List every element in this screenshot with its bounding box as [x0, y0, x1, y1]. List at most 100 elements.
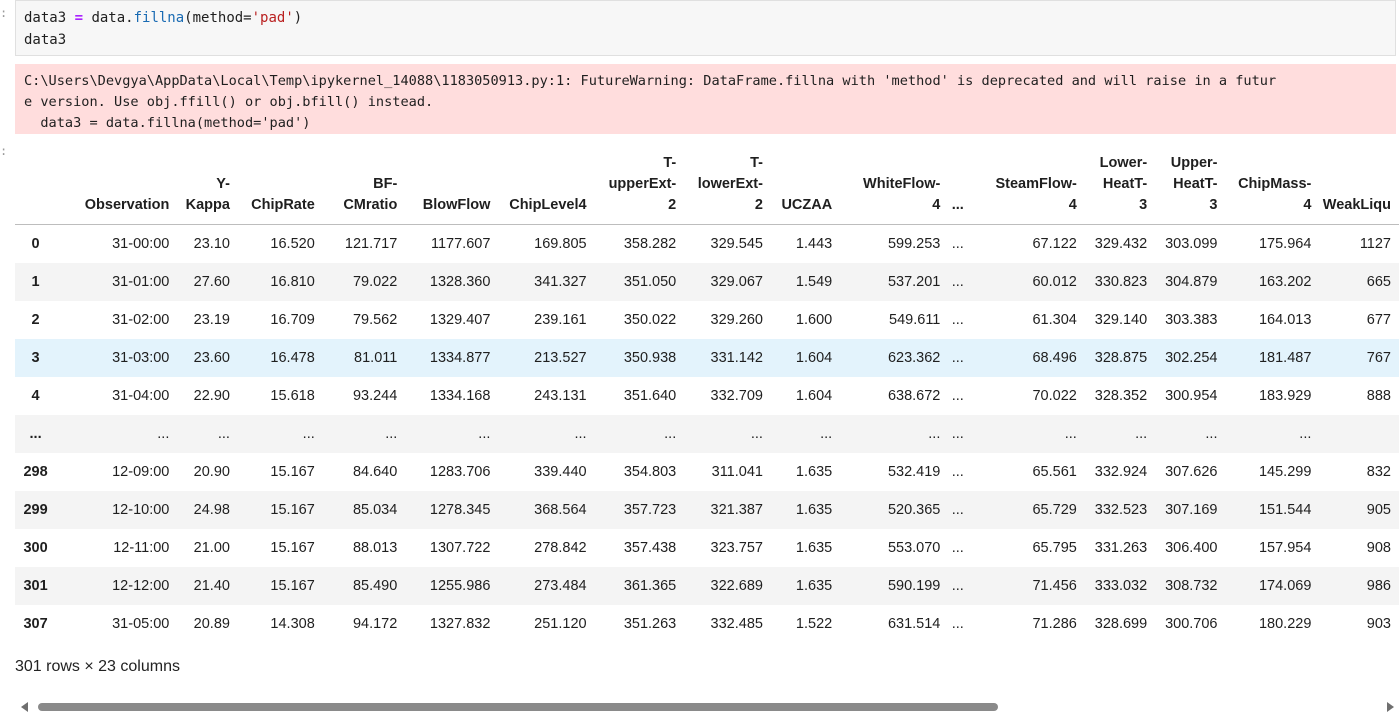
table-row[interactable]: 3 31-03:00 23.60 16.478 81.011 1334.877 213.52… — [15, 339, 1399, 377]
table-cell: 832 — [1366, 464, 1391, 480]
code-cell-editor[interactable]: data3 = data.fillna(method='pad') data3 — [15, 0, 1396, 56]
table-cell: ... — [951, 464, 964, 480]
table-cell: 328.875 — [1094, 350, 1148, 366]
row-index: 1 — [31, 274, 40, 290]
table-cell: 308.732 — [1165, 578, 1218, 594]
table-cell: ... — [951, 388, 964, 404]
table-row[interactable]: 298 12-09:00 20.90 15.167 84.640 1283.706 339.… — [15, 453, 1399, 491]
table-cell: 986 — [1366, 578, 1391, 594]
table-row[interactable]: 2 31-02:00 23.19 16.709 79.562 1329.407 239.16… — [15, 301, 1399, 339]
table-cell: 23.10 — [193, 236, 230, 252]
table-row[interactable]: 4 31-04:00 22.90 15.618 93.244 1334.168 243.13… — [15, 377, 1399, 415]
table-cell: 16.478 — [270, 350, 315, 366]
table-cell: 243.131 — [534, 388, 587, 404]
table-cell: 70.022 — [1032, 388, 1077, 404]
table-cell: 1329.407 — [429, 312, 491, 328]
table-cell: 21.40 — [193, 578, 230, 594]
table-cell: 332.924 — [1094, 464, 1148, 480]
row-index: 3 — [31, 350, 40, 366]
table-cell: ... — [1064, 426, 1077, 442]
table-cell: ... — [928, 426, 941, 442]
table-cell: 15.167 — [270, 578, 315, 594]
column-header: Observation — [56, 138, 178, 225]
table-cell: 1.635 — [795, 464, 833, 480]
table-cell: 323.757 — [710, 540, 763, 556]
table-cell: 351.640 — [623, 388, 677, 404]
table-cell: ... — [1135, 426, 1148, 442]
column-header: SteamFlow- 4 — [971, 138, 1085, 225]
table-cell: 251.120 — [534, 616, 587, 632]
table-cell: 151.544 — [1258, 502, 1312, 518]
dataframe-shape-summary: 301 rows × 23 columns — [15, 658, 180, 675]
scroll-left-arrow-icon[interactable] — [21, 702, 28, 712]
table-cell: 213.527 — [534, 350, 587, 366]
table-cell: 23.19 — [193, 312, 230, 328]
table-cell — [1319, 415, 1399, 453]
table-cell: 1278.345 — [429, 502, 491, 518]
table-cell: 273.484 — [534, 578, 587, 594]
table-cell: 329.260 — [710, 312, 763, 328]
table-cell: 341.327 — [534, 274, 587, 290]
table-cell: 183.929 — [1258, 388, 1312, 404]
scrollbar-thumb[interactable] — [38, 703, 998, 711]
table-cell: 331.263 — [1094, 540, 1148, 556]
table-cell: 164.013 — [1258, 312, 1312, 328]
table-cell: 1307.722 — [429, 540, 491, 556]
row-index: 307 — [23, 616, 48, 632]
table-cell: 329.067 — [710, 274, 763, 290]
column-header: ... — [948, 138, 972, 225]
table-cell: ... — [951, 312, 964, 328]
table-cell: 351.263 — [623, 616, 677, 632]
stderr-line-2: e version. Use obj.ffill() or obj.bfill(… — [24, 94, 434, 110]
table-cell: 31-00:00 — [112, 236, 170, 252]
table-cell: 169.805 — [534, 236, 587, 252]
dataframe-table: Observation Y- Kappa ChipRate BF- CMratio Bl… — [15, 138, 1399, 640]
table-cell: 1.600 — [795, 312, 833, 328]
table-cell: 357.438 — [623, 540, 677, 556]
table-cell: ... — [951, 616, 964, 632]
table-cell: 88.013 — [352, 540, 398, 556]
table-cell: 537.201 — [887, 274, 941, 290]
table-row[interactable]: ........................................… — [15, 415, 1399, 453]
table-cell: 328.352 — [1094, 388, 1148, 404]
table-row[interactable]: 301 12-12:00 21.40 15.167 85.490 1255.986 273.… — [15, 567, 1399, 605]
table-cell: 15.618 — [270, 388, 315, 404]
scroll-right-arrow-icon[interactable] — [1387, 702, 1394, 712]
table-cell: 553.070 — [887, 540, 941, 556]
table-cell: ... — [1299, 426, 1312, 442]
table-cell: 903 — [1366, 616, 1391, 632]
table-cell: 357.723 — [623, 502, 677, 518]
column-header: Lower- HeatT- 3 — [1084, 138, 1156, 225]
table-cell: 68.496 — [1032, 350, 1077, 366]
table-cell: 239.161 — [534, 312, 587, 328]
table-cell: 358.282 — [623, 236, 677, 252]
table-cell: 31-01:00 — [112, 274, 170, 290]
table-cell: 329.545 — [710, 236, 763, 252]
index-header — [15, 138, 57, 225]
row-index: 300 — [23, 540, 48, 556]
table-row[interactable]: 299 12-10:00 24.98 15.167 85.034 1278.345 368.… — [15, 491, 1399, 529]
table-cell: 20.90 — [193, 464, 230, 480]
table-row[interactable]: 0 31-00:00 23.10 16.520 121.717 1177.607 169.8… — [15, 225, 1399, 264]
table-cell: 339.440 — [534, 464, 587, 480]
table-cell: 1.635 — [795, 502, 833, 518]
table-cell: 23.60 — [193, 350, 230, 366]
row-index: 299 — [23, 502, 48, 518]
table-row[interactable]: 307 31-05:00 20.89 14.308 94.172 1327.832 251.… — [15, 605, 1399, 640]
code-args: (method= — [184, 10, 252, 26]
table-row[interactable]: 1 31-01:00 27.60 16.810 79.022 1328.360 341.32… — [15, 263, 1399, 301]
table-cell: 677 — [1366, 312, 1391, 328]
table-cell: 181.487 — [1258, 350, 1312, 366]
table-cell: 321.387 — [710, 502, 763, 518]
table-cell: ... — [951, 578, 964, 594]
column-header: ChipLevel4 — [498, 138, 595, 225]
table-row[interactable]: 300 12-11:00 21.00 15.167 88.013 1307.722 278.… — [15, 529, 1399, 567]
table-cell: 306.400 — [1165, 540, 1218, 556]
horizontal-scrollbar[interactable] — [15, 698, 1396, 714]
table-cell: 12-12:00 — [112, 578, 170, 594]
table-cell: 304.879 — [1165, 274, 1218, 290]
table-cell: 60.012 — [1032, 274, 1077, 290]
table-cell: 638.672 — [887, 388, 941, 404]
table-body: 0 31-00:00 23.10 16.520 121.717 1177.607 169.8… — [15, 225, 1399, 641]
table-cell: ... — [1205, 426, 1218, 442]
